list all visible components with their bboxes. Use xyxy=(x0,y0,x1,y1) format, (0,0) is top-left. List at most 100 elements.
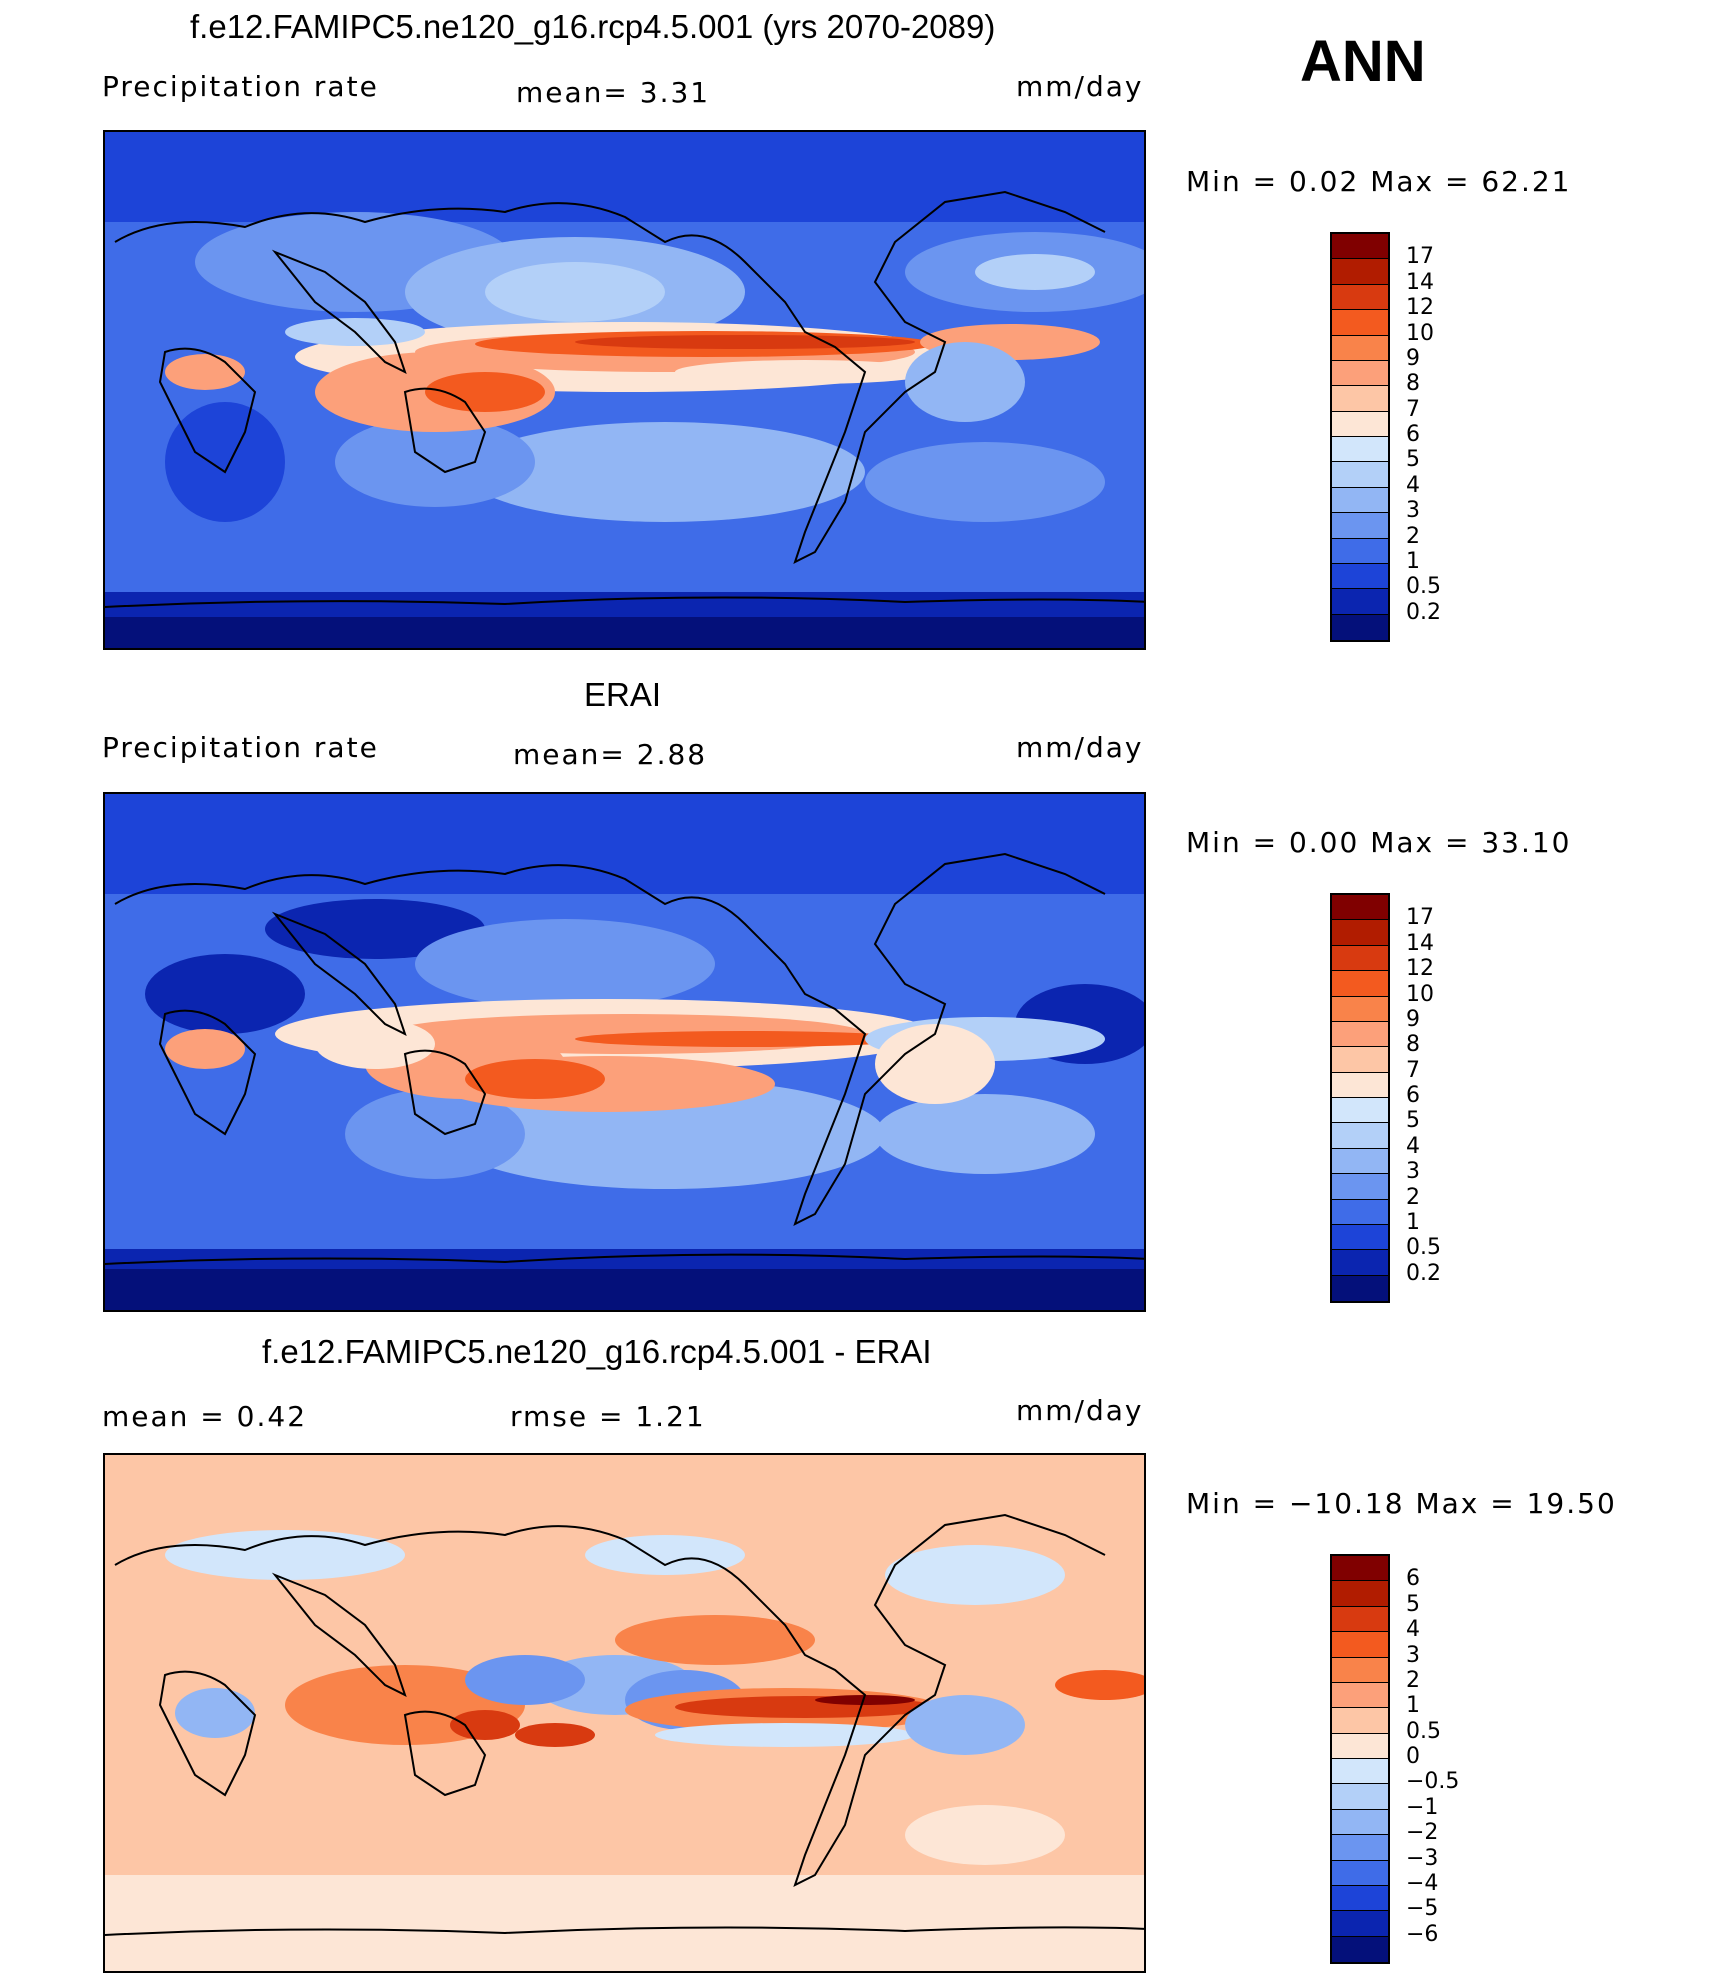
panel-3-units-label: mm/day xyxy=(1016,1394,1144,1427)
colorbar-swatch xyxy=(1332,1784,1388,1810)
colorbar-tick-label: 0.2 xyxy=(1406,599,1441,625)
colorbar-swatch xyxy=(1332,1682,1388,1709)
colorbar-tick-label: 8 xyxy=(1406,1032,1420,1058)
colorbar-swatch xyxy=(1332,1123,1388,1149)
colorbar-tick-label: −5 xyxy=(1406,1896,1439,1922)
colorbar-tick-label: 5 xyxy=(1406,1108,1420,1134)
panel-2-map-plot xyxy=(105,794,1144,1310)
colorbar-tick-label: 14 xyxy=(1406,930,1434,956)
colorbar-swatch xyxy=(1332,1911,1388,1937)
colorbar-swatch xyxy=(1332,487,1388,514)
colorbar-swatch xyxy=(1332,310,1388,336)
colorbar-tick-label: 0.5 xyxy=(1406,574,1441,600)
colorbar-swatch xyxy=(1332,895,1388,921)
colorbar-tick-label: −2 xyxy=(1406,1820,1439,1846)
colorbar-swatch xyxy=(1332,259,1388,285)
colorbar-swatch xyxy=(1332,563,1388,590)
colorbar-swatch xyxy=(1332,538,1388,564)
colorbar-tick-label: 3 xyxy=(1406,498,1420,524)
colorbar-swatch xyxy=(1332,1021,1388,1048)
colorbar-tick-label: 3 xyxy=(1406,1159,1420,1185)
colorbar-swatch xyxy=(1332,920,1388,946)
panel-1-variable-label: Precipitation rate xyxy=(102,70,379,103)
panel-2-title: ERAI xyxy=(584,676,662,713)
colorbar-swatch xyxy=(1332,284,1388,311)
panel-1-units-label: mm/day xyxy=(1016,70,1144,103)
colorbar-swatch xyxy=(1332,589,1388,615)
colorbar-swatch xyxy=(1332,1860,1388,1886)
panel-3-colorbar xyxy=(1330,1554,1390,1964)
colorbar-swatch xyxy=(1332,1047,1388,1073)
colorbar-swatch xyxy=(1332,1199,1388,1225)
colorbar-tick-label: 1 xyxy=(1406,548,1420,574)
colorbar-swatch xyxy=(1332,1657,1388,1683)
colorbar-tick-label: 1 xyxy=(1406,1693,1420,1719)
colorbar-tick-label: 6 xyxy=(1406,422,1420,447)
panel-2-mean-label: mean= 2.88 xyxy=(513,738,708,771)
panel-3-map xyxy=(103,1453,1146,1973)
colorbar-tick-label: 3 xyxy=(1406,1642,1420,1668)
colorbar-swatch xyxy=(1332,437,1388,463)
colorbar-swatch xyxy=(1332,1072,1388,1098)
panel-2-minmax: Min = 0.00 Max = 33.10 xyxy=(1186,826,1572,859)
colorbar-swatch xyxy=(1332,1885,1388,1912)
season-label: ANN xyxy=(1300,29,1426,94)
colorbar-swatch xyxy=(1332,1581,1388,1607)
colorbar-tick-label: 10 xyxy=(1406,981,1434,1007)
colorbar-tick-label: 7 xyxy=(1406,396,1420,422)
colorbar-swatch xyxy=(1332,1733,1388,1759)
colorbar-tick-label: 0.5 xyxy=(1406,1718,1441,1744)
colorbar-tick-label: 0 xyxy=(1406,1744,1420,1769)
colorbar-swatch xyxy=(1332,462,1388,488)
colorbar-swatch xyxy=(1332,1174,1388,1200)
panel-2-map xyxy=(103,792,1146,1312)
colorbar-tick-label: −6 xyxy=(1406,1921,1439,1947)
colorbar-tick-label: 17 xyxy=(1406,244,1434,270)
panel-3-title: f.e12.FAMIPC5.ne120_g16.rcp4.5.001 - ERA… xyxy=(262,1333,932,1370)
colorbar-swatch xyxy=(1332,971,1388,997)
panel-2-colorbar xyxy=(1330,893,1390,1303)
colorbar-swatch xyxy=(1332,1936,1388,1962)
colorbar-tick-label: 4 xyxy=(1406,1133,1420,1159)
colorbar-swatch xyxy=(1332,1835,1388,1861)
colorbar-tick-label: 0.5 xyxy=(1406,1235,1441,1261)
panel-1-minmax: Min = 0.02 Max = 62.21 xyxy=(1186,165,1572,198)
colorbar-tick-label: 0.2 xyxy=(1406,1260,1441,1286)
colorbar-tick-label: 2 xyxy=(1406,1184,1420,1210)
colorbar-swatch xyxy=(1332,386,1388,412)
colorbar-tick-label: 5 xyxy=(1406,447,1420,473)
panel-3-map-plot xyxy=(105,1455,1144,1971)
colorbar-tick-label: −4 xyxy=(1406,1870,1439,1896)
panel-1-title: f.e12.FAMIPC5.ne120_g16.rcp4.5.001 (yrs … xyxy=(190,8,996,45)
panel-3-rmse-label: rmse = 1.21 xyxy=(510,1400,706,1433)
colorbar-tick-label: 12 xyxy=(1406,956,1434,982)
colorbar-tick-label: 9 xyxy=(1406,345,1420,371)
colorbar-swatch xyxy=(1332,234,1388,260)
colorbar-tick-label: −1 xyxy=(1406,1794,1439,1820)
colorbar-tick-label: 4 xyxy=(1406,1617,1420,1643)
colorbar-tick-label: 8 xyxy=(1406,371,1420,397)
panel-2-units-label: mm/day xyxy=(1016,731,1144,764)
colorbar-swatch xyxy=(1332,996,1388,1022)
colorbar-tick-label: 17 xyxy=(1406,905,1434,931)
colorbar-tick-label: 5 xyxy=(1406,1591,1420,1617)
colorbar-swatch xyxy=(1332,513,1388,539)
colorbar-swatch xyxy=(1332,945,1388,972)
colorbar-swatch xyxy=(1332,1148,1388,1175)
colorbar-tick-label: 2 xyxy=(1406,523,1420,549)
colorbar-swatch xyxy=(1332,1632,1388,1658)
colorbar-tick-label: 12 xyxy=(1406,295,1434,321)
colorbar-tick-label: 6 xyxy=(1406,1083,1420,1108)
panel-2-variable-label: Precipitation rate xyxy=(102,731,379,764)
colorbar-swatch xyxy=(1332,1224,1388,1251)
panel-1-map xyxy=(103,130,1146,650)
colorbar-swatch xyxy=(1332,360,1388,387)
colorbar-tick-label: 7 xyxy=(1406,1057,1420,1083)
colorbar-tick-label: 9 xyxy=(1406,1006,1420,1032)
panel-1-mean-label: mean= 3.31 xyxy=(516,76,711,109)
panel-3-minmax: Min = −10.18 Max = 19.50 xyxy=(1186,1487,1617,1520)
colorbar-swatch xyxy=(1332,1809,1388,1836)
colorbar-swatch xyxy=(1332,1098,1388,1124)
colorbar-tick-label: 6 xyxy=(1406,1566,1420,1592)
panel-1-map-plot xyxy=(105,132,1144,648)
